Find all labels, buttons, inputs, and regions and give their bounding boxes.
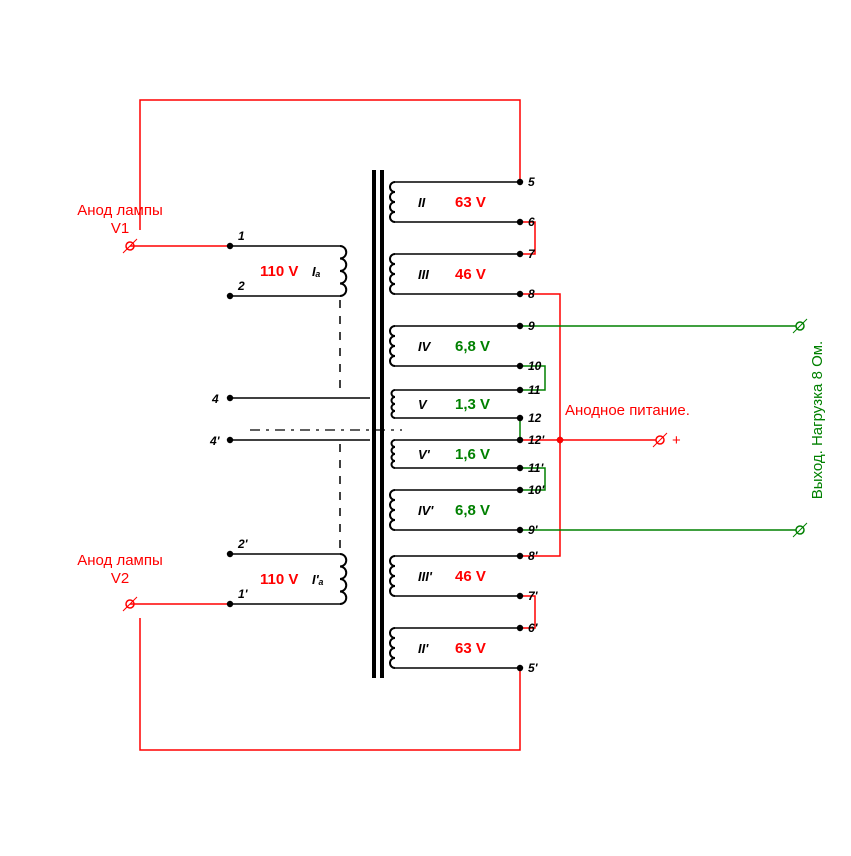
pin-label: 4 <box>211 392 219 406</box>
primary-current: Iₐ <box>312 264 321 279</box>
pin-label: 6' <box>528 621 539 635</box>
node-dot <box>517 593 523 599</box>
pin-label: 10' <box>528 483 545 497</box>
pin-label: 5' <box>528 661 539 675</box>
pin-label: 8' <box>528 549 539 563</box>
node-dot <box>517 323 523 329</box>
winding-coil <box>390 490 395 530</box>
node-dot <box>517 553 523 559</box>
pin-label: 1' <box>238 587 249 601</box>
node-dot <box>517 387 523 393</box>
winding-coil <box>390 628 395 668</box>
node-dot <box>517 251 523 257</box>
node-dot <box>517 415 523 421</box>
pin-label: 11' <box>528 461 544 475</box>
anode-supply-label: Анодное питание. <box>565 402 690 419</box>
pin-label: 5 <box>528 175 535 189</box>
winding-roman: II <box>418 195 426 210</box>
anode-label-line1: Анод лампы <box>77 202 163 219</box>
winding-coil <box>390 182 395 222</box>
pin-label: 9' <box>528 523 539 537</box>
node-dot <box>227 293 233 299</box>
anode-label-line2: V2 <box>111 570 129 587</box>
winding-coil <box>390 254 395 294</box>
node-dot <box>517 487 523 493</box>
pin-label: 11 <box>528 383 541 397</box>
winding-coil <box>392 440 396 468</box>
output-label: Выход. Нагрузка 8 Ом. <box>809 341 826 499</box>
pin-label: 4' <box>209 434 221 448</box>
pin-label: 1 <box>238 229 245 243</box>
winding-coil <box>340 246 346 296</box>
node-dot-red <box>557 437 563 443</box>
winding-coil <box>392 390 396 418</box>
node-dot <box>227 395 233 401</box>
wire-red <box>140 618 520 750</box>
primary-voltage: 110 V <box>260 263 298 280</box>
winding-roman: IV' <box>418 503 434 518</box>
winding-voltage: 63 V <box>455 194 486 211</box>
plus-label: + <box>672 432 681 449</box>
winding-voltage: 46 V <box>455 266 486 283</box>
pin-label: 12' <box>528 433 545 447</box>
node-dot <box>227 601 233 607</box>
pin-label: 2 <box>237 279 245 293</box>
node-dot <box>517 291 523 297</box>
winding-coil <box>390 556 395 596</box>
winding-voltage: 63 V <box>455 640 486 657</box>
winding-coil <box>390 326 395 366</box>
pin-label: 6 <box>528 215 535 229</box>
node-dot <box>517 179 523 185</box>
node-dot <box>517 437 523 443</box>
pin-label: 12 <box>528 411 542 425</box>
node-dot <box>517 363 523 369</box>
anode-label-line1: Анод лампы <box>77 552 163 569</box>
node-dot <box>227 437 233 443</box>
pin-label: 7' <box>528 589 539 603</box>
winding-voltage: 6,8 V <box>455 338 490 355</box>
node-dot <box>517 219 523 225</box>
pin-label: 8 <box>528 287 535 301</box>
primary-voltage: 110 V <box>260 571 298 588</box>
primary-current: I'ₐ <box>312 572 324 587</box>
winding-voltage: 1,3 V <box>455 396 490 413</box>
node-dot <box>517 465 523 471</box>
node-dot <box>517 665 523 671</box>
pin-label: 10 <box>528 359 542 373</box>
wire-red <box>520 440 560 556</box>
winding-coil <box>340 554 346 604</box>
pin-label: 2' <box>237 537 249 551</box>
node-dot <box>227 551 233 557</box>
winding-voltage: 1,6 V <box>455 446 490 463</box>
node-dot <box>517 625 523 631</box>
winding-roman: III <box>418 267 429 282</box>
node-dot <box>517 527 523 533</box>
winding-roman: V' <box>418 447 431 462</box>
winding-voltage: 6,8 V <box>455 502 490 519</box>
winding-roman: V <box>418 397 428 412</box>
anode-label-line2: V1 <box>111 220 129 237</box>
pin-label: 9 <box>528 319 535 333</box>
node-dot <box>227 243 233 249</box>
winding-roman: III' <box>418 569 433 584</box>
winding-voltage: 46 V <box>455 568 486 585</box>
winding-roman: II' <box>418 641 429 656</box>
winding-roman: IV <box>418 339 432 354</box>
